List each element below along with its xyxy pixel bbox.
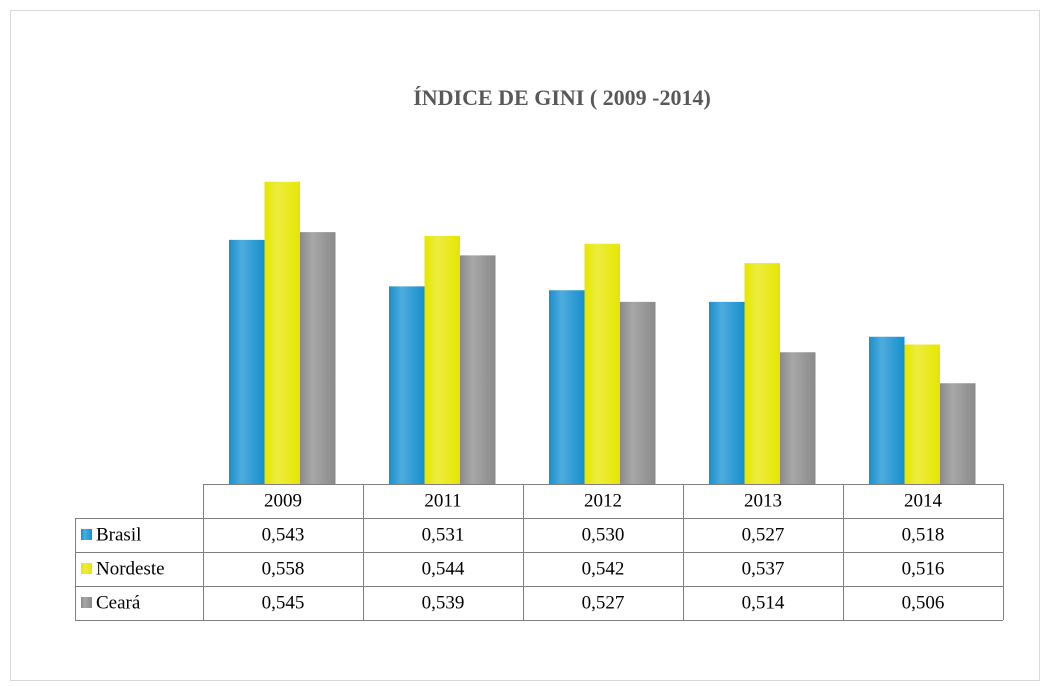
legend-swatch xyxy=(81,597,92,608)
bar xyxy=(869,336,905,484)
chart-title: ÍNDICE DE GINI ( 2009 -2014) xyxy=(413,85,711,110)
bar xyxy=(424,236,460,484)
data-label: 0,527 xyxy=(742,524,785,545)
data-label: 0,531 xyxy=(422,524,465,545)
bar xyxy=(229,239,265,484)
legend-label: Brasil xyxy=(96,524,141,545)
bar xyxy=(300,232,336,484)
bar xyxy=(549,290,585,484)
bar xyxy=(780,352,816,484)
bar xyxy=(744,263,780,484)
data-label: 0,518 xyxy=(902,524,945,545)
legend-label: Ceará xyxy=(96,592,141,613)
data-label: 0,527 xyxy=(582,592,625,613)
bar xyxy=(620,301,656,484)
data-label: 0,530 xyxy=(582,524,625,545)
x-tick-label: 2009 xyxy=(264,490,302,511)
data-label: 0,545 xyxy=(262,592,305,613)
x-tick-label: 2014 xyxy=(904,490,943,511)
bar xyxy=(389,286,425,484)
x-tick-label: 2012 xyxy=(584,490,622,511)
bar xyxy=(709,301,745,484)
legend-swatch xyxy=(81,563,92,574)
bar xyxy=(904,344,940,484)
legend-label: Nordeste xyxy=(96,558,165,579)
data-label: 0,539 xyxy=(422,592,465,613)
chart-frame xyxy=(10,10,1040,681)
data-label: 0,544 xyxy=(422,558,465,579)
data-label: 0,558 xyxy=(262,558,305,579)
bar xyxy=(264,181,300,484)
data-label: 0,506 xyxy=(902,592,945,613)
legend-swatch xyxy=(81,529,92,540)
bar xyxy=(940,383,976,484)
data-label: 0,542 xyxy=(582,558,625,579)
data-label: 0,514 xyxy=(742,592,785,613)
x-tick-label: 2011 xyxy=(424,490,461,511)
bar xyxy=(460,255,496,484)
data-label: 0,537 xyxy=(742,558,785,579)
data-label: 0,516 xyxy=(902,558,945,579)
bar xyxy=(584,243,620,484)
x-tick-label: 2013 xyxy=(744,490,782,511)
data-label: 0,543 xyxy=(262,524,305,545)
